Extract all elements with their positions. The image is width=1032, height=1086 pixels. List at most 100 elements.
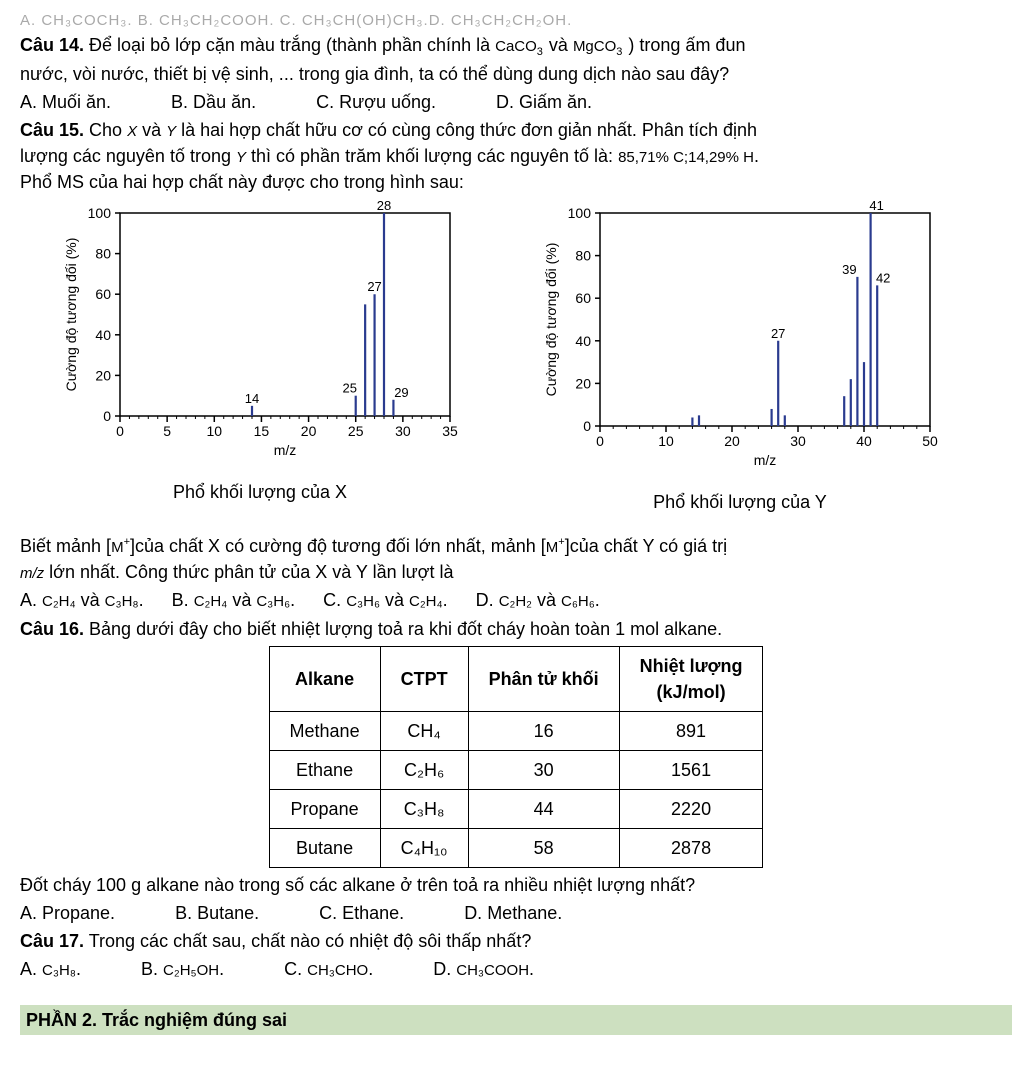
q15-optC[interactable]: C. C₃H₆ và C₂H₄. xyxy=(323,587,448,613)
svg-text:m/z: m/z xyxy=(274,442,297,458)
q15-percent: 85,71% C;14,29% H xyxy=(618,149,754,166)
q16-num: Câu 16. xyxy=(20,619,84,639)
q16-optA[interactable]: A. Propane. xyxy=(20,900,115,926)
ms-chart-Y: 0204060801000102030405027394142m/zCường … xyxy=(540,201,940,471)
svg-text:60: 60 xyxy=(575,290,591,306)
q16-optB[interactable]: B. Butane. xyxy=(175,900,259,926)
svg-text:10: 10 xyxy=(206,423,222,439)
q16: Câu 16. Bảng dưới đây cho biết nhiệt lượ… xyxy=(20,616,1012,927)
q15: Câu 15. Cho X và Y là hai hợp chất hữu c… xyxy=(20,117,1012,614)
table-header-row: Alkane CTPT Phân tử khối Nhiệt lượng(kJ/… xyxy=(269,646,763,711)
q14-optA[interactable]: A. Muối ăn. xyxy=(20,89,111,115)
q15-line3: Phổ MS của hai hợp chất này được cho tro… xyxy=(20,169,1012,195)
svg-text:29: 29 xyxy=(394,385,408,400)
q15-optB[interactable]: B. C₂H₄ và C₃H₆. xyxy=(172,587,296,613)
svg-text:0: 0 xyxy=(116,423,124,439)
q14-optD[interactable]: D. Giấm ăn. xyxy=(496,89,592,115)
svg-text:0: 0 xyxy=(583,418,591,434)
svg-text:100: 100 xyxy=(568,205,592,221)
th-alkane: Alkane xyxy=(269,646,380,711)
svg-text:41: 41 xyxy=(869,201,883,213)
table-row: ButaneC₄H₁₀582878 xyxy=(269,829,763,868)
svg-text:27: 27 xyxy=(367,279,381,294)
svg-text:80: 80 xyxy=(575,248,591,264)
svg-text:40: 40 xyxy=(856,433,872,449)
q14-line2: nước, vòi nước, thiết bị vệ sinh, ... tr… xyxy=(20,61,1012,87)
th-heat: Nhiệt lượng(kJ/mol) xyxy=(619,646,763,711)
svg-text:40: 40 xyxy=(575,333,591,349)
chart-X-col: 020406080100051015202530351425272829m/zC… xyxy=(60,201,460,515)
svg-text:39: 39 xyxy=(842,262,856,277)
q15-num: Câu 15. xyxy=(20,120,84,140)
svg-text:30: 30 xyxy=(790,433,806,449)
q14-f1: CaCO3 xyxy=(495,38,544,55)
svg-text:15: 15 xyxy=(254,423,270,439)
q14-options: A. Muối ăn. B. Dầu ăn. C. Rượu uống. D. … xyxy=(20,89,1012,115)
svg-text:30: 30 xyxy=(395,423,411,439)
chart-Y-caption: Phổ khối lượng của Y xyxy=(653,489,827,515)
svg-text:20: 20 xyxy=(724,433,740,449)
q14-optC[interactable]: C. Rượu uống. xyxy=(316,89,436,115)
q16-optC[interactable]: C. Ethane. xyxy=(319,900,404,926)
mz-label: m/z xyxy=(20,565,44,582)
svg-text:20: 20 xyxy=(575,376,591,392)
svg-text:35: 35 xyxy=(442,423,458,439)
th-ctpt: CTPT xyxy=(380,646,468,711)
svg-text:20: 20 xyxy=(95,368,111,384)
q13-options: A. CH₃COCH₃. B. CH₃CH₂COOH. C. CH₃CH(OH)… xyxy=(20,12,572,29)
q14: Câu 14. Để loại bỏ lớp cặn màu trắng (th… xyxy=(20,32,1012,115)
svg-text:25: 25 xyxy=(342,381,356,396)
q17-optA[interactable]: A. C₃H₈. xyxy=(20,956,81,982)
alkane-table: Alkane CTPT Phân tử khối Nhiệt lượng(kJ/… xyxy=(269,646,764,869)
q17-num: Câu 17. xyxy=(20,931,84,951)
q15-optD[interactable]: D. C₂H₂ và C₆H₆. xyxy=(476,587,600,613)
svg-text:14: 14 xyxy=(245,391,259,406)
q15-optA[interactable]: A. C₂H₄ và C₃H₈. xyxy=(20,587,144,613)
q16-text: Bảng dưới đây cho biết nhiệt lượng toả r… xyxy=(84,619,722,639)
svg-text:10: 10 xyxy=(658,433,674,449)
q17-text: Trong các chất sau, chất nào có nhiệt độ… xyxy=(84,931,531,951)
svg-text:5: 5 xyxy=(163,423,171,439)
svg-text:50: 50 xyxy=(922,433,938,449)
svg-text:0: 0 xyxy=(596,433,604,449)
table-row: MethaneCH₄16891 xyxy=(269,711,763,750)
svg-text:42: 42 xyxy=(876,271,890,286)
svg-text:40: 40 xyxy=(95,327,111,343)
svg-text:25: 25 xyxy=(348,423,364,439)
svg-text:28: 28 xyxy=(377,201,391,213)
q16-optD[interactable]: D. Methane. xyxy=(464,900,562,926)
svg-text:27: 27 xyxy=(771,326,785,341)
q17-optD[interactable]: D. CH₃COOH. xyxy=(433,956,534,982)
svg-text:20: 20 xyxy=(301,423,317,439)
q17: Câu 17. Trong các chất sau, chất nào có … xyxy=(20,928,1012,982)
svg-text:Cường độ tương đối (%): Cường độ tương đối (%) xyxy=(63,238,79,392)
svg-text:60: 60 xyxy=(95,286,111,302)
svg-text:100: 100 xyxy=(88,205,112,221)
M-plus-bracket-2: [M+] xyxy=(541,536,570,556)
q15-Y: Y xyxy=(166,123,176,140)
q14-num: Câu 14. xyxy=(20,35,84,55)
chart-Y-col: 0204060801000102030405027394142m/zCường … xyxy=(540,201,940,515)
q16-line2: Đốt cháy 100 g alkane nào trong số các a… xyxy=(20,872,1012,898)
q15-options: A. C₂H₄ và C₃H₈. B. C₂H₄ và C₃H₆. C. C₃H… xyxy=(20,587,1012,613)
table-row: PropaneC₃H₈442220 xyxy=(269,790,763,829)
ms-chart-X: 020406080100051015202530351425272829m/zC… xyxy=(60,201,460,461)
svg-text:Cường độ tương đối (%): Cường độ tương đối (%) xyxy=(543,243,559,397)
q14-optB[interactable]: B. Dầu ăn. xyxy=(171,89,256,115)
section-2-heading: PHẦN 2. Trắc nghiệm đúng sai xyxy=(20,1005,1012,1035)
q17-optC[interactable]: C. CH₃CHO. xyxy=(284,956,373,982)
q16-options: A. Propane. B. Butane. C. Ethane. D. Met… xyxy=(20,900,1012,926)
chart-X-caption: Phổ khối lượng của X xyxy=(173,479,347,505)
table-row: EthaneC₂H₆301561 xyxy=(269,750,763,789)
q13-partial: A. CH₃COCH₃. B. CH₃CH₂COOH. C. CH₃CH(OH)… xyxy=(20,10,1012,32)
q14-f2: MgCO3 xyxy=(573,38,623,55)
svg-text:80: 80 xyxy=(95,246,111,262)
q17-optB[interactable]: B. C₂H₅OH. xyxy=(141,956,224,982)
q17-options: A. C₃H₈. B. C₂H₅OH. C. CH₃CHO. D. CH₃COO… xyxy=(20,956,1012,982)
q14-text-a: Để loại bỏ lớp cặn màu trắng (thành phần… xyxy=(84,35,495,55)
th-ptk: Phân tử khối xyxy=(468,646,619,711)
q15-X: X xyxy=(127,123,137,140)
q14-and: và xyxy=(544,35,573,55)
q15-charts: 020406080100051015202530351425272829m/zC… xyxy=(60,201,1012,515)
M-plus-bracket: [M+] xyxy=(106,536,135,556)
